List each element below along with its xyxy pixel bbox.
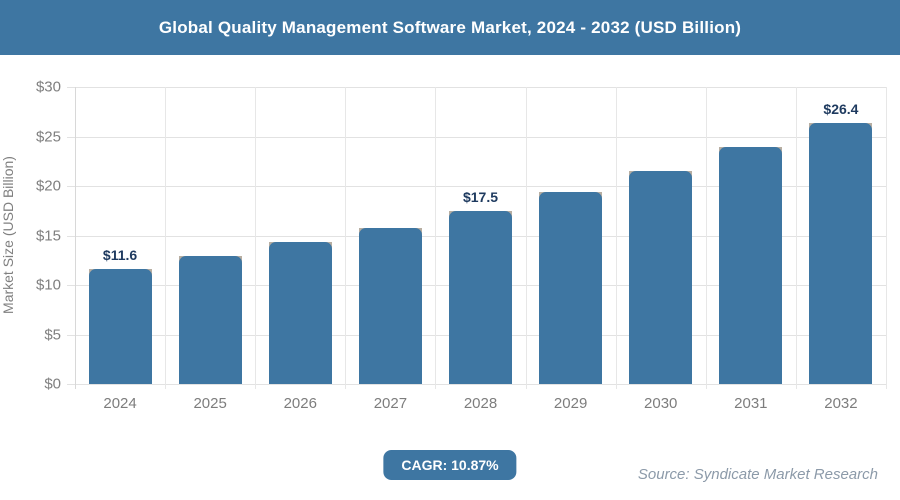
bar-fill xyxy=(809,122,873,384)
bar-2029 xyxy=(539,191,603,384)
gridline-vertical xyxy=(255,87,257,389)
x-tick-label: 2026 xyxy=(283,395,317,412)
y-tick-label: $10 xyxy=(35,276,61,294)
gridline-vertical xyxy=(345,87,347,389)
bar-fill xyxy=(268,242,332,384)
x-tick-label: 2024 xyxy=(103,395,137,412)
gridline-vertical xyxy=(615,87,617,389)
plot-area: $0 $5 $10 $15 $20 $25 $30 $11.6 2024 2025 2026 2027… xyxy=(36,79,887,412)
x-tick-label: 2030 xyxy=(644,395,678,412)
bar-fill xyxy=(358,227,422,384)
bar-2024 xyxy=(88,269,152,384)
bar-fill xyxy=(178,256,242,384)
bar-fill xyxy=(539,191,603,384)
x-tick-label: 2025 xyxy=(193,395,227,412)
page-title: Global Quality Management Software Marke… xyxy=(158,17,742,37)
y-axis-line xyxy=(75,87,76,389)
gridline-horizontal xyxy=(67,136,886,138)
bar-value-label: $26.4 xyxy=(823,100,859,117)
y-tick-label: $5 xyxy=(44,326,61,343)
source-credit: Source: Syndicate Market Research xyxy=(637,466,878,483)
bar-2026 xyxy=(268,242,332,384)
bar-2027 xyxy=(358,227,422,384)
bar-2028 xyxy=(449,210,512,384)
x-tick-label: 2028 xyxy=(463,395,498,412)
gridline-vertical xyxy=(886,87,887,389)
bar-2025 xyxy=(178,256,242,384)
gridline-vertical xyxy=(795,87,797,389)
bar-value-label: $17.5 xyxy=(462,188,499,205)
bar-fill xyxy=(629,171,693,384)
bar-2032 xyxy=(809,122,873,384)
y-tick-label: $15 xyxy=(35,227,61,244)
gridline-vertical xyxy=(525,87,527,389)
bar-fill xyxy=(449,210,512,384)
y-tick-label: $25 xyxy=(35,128,61,145)
x-tick-label: 2032 xyxy=(824,395,858,412)
x-tick-label: 2027 xyxy=(373,395,408,412)
bar-fill xyxy=(88,269,152,384)
bar-fill xyxy=(719,147,783,384)
title-banner: Global Quality Management Software Marke… xyxy=(0,0,900,55)
cagr-badge: CAGR: 10.87% xyxy=(383,450,517,480)
bar-2030 xyxy=(629,171,693,384)
gridline-horizontal xyxy=(67,384,886,385)
y-tick-label: $0 xyxy=(44,375,61,393)
gridline-vertical xyxy=(165,87,167,389)
gridline-vertical xyxy=(435,87,437,389)
gridline-horizontal xyxy=(67,186,886,187)
x-tick-label: 2029 xyxy=(553,395,588,412)
bar-2031 xyxy=(719,147,783,384)
bar-value-label: $11.6 xyxy=(102,247,138,264)
x-tick-label: 2031 xyxy=(734,395,768,412)
y-tick-label: $20 xyxy=(35,177,61,195)
gridline-vertical xyxy=(705,87,707,389)
gridline-horizontal xyxy=(67,87,886,88)
y-tick-label: $30 xyxy=(35,78,61,96)
